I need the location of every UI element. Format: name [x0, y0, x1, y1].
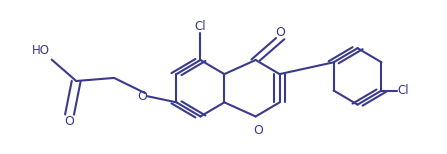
Text: HO: HO — [31, 44, 50, 57]
Text: Cl: Cl — [194, 20, 206, 32]
Text: O: O — [275, 26, 285, 39]
Text: O: O — [253, 124, 263, 137]
Text: O: O — [138, 90, 148, 103]
Text: O: O — [65, 115, 75, 128]
Text: Cl: Cl — [397, 84, 409, 97]
